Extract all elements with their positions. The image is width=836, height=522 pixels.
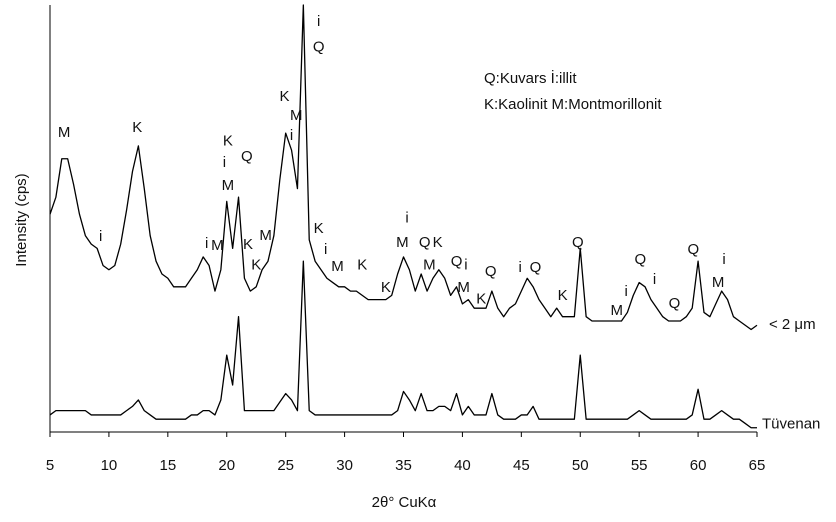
y-axis-label: Intensity (cps) (13, 173, 30, 266)
peak-label: Q (635, 251, 647, 268)
x-tick-label: 50 (572, 457, 589, 474)
peak-label: i (223, 154, 226, 171)
peak-label: M (290, 107, 303, 124)
x-tick-label: 55 (631, 457, 648, 474)
peak-label: M (259, 227, 272, 244)
x-tick-label: 20 (218, 457, 235, 474)
peak-label: Q (669, 295, 681, 312)
x-tick-label: 45 (513, 457, 530, 474)
peak-label: Q (419, 234, 431, 251)
series-label: < 2 μm (769, 316, 816, 333)
peak-label: Q (451, 253, 463, 270)
peak-label: K (558, 287, 568, 304)
peak-label: M (331, 258, 344, 275)
peak-label: K (357, 256, 367, 273)
peak-label: i (625, 283, 628, 300)
x-tick-label: 30 (336, 457, 353, 474)
series-line (49, 260, 757, 429)
peak-label: M (222, 177, 235, 194)
x-axis-label: 2θ° CuKα (372, 494, 437, 511)
peak-label: K (223, 133, 233, 150)
peak-label: i (324, 241, 327, 258)
x-tick-label: 10 (101, 457, 118, 474)
peak-label: M (423, 256, 436, 273)
peak-label: M (712, 274, 725, 291)
peak-label: K (279, 88, 289, 105)
series-line (49, 4, 758, 331)
key-line: Q:Kuvars İ:illit (484, 69, 577, 87)
x-tick-label: 25 (277, 457, 294, 474)
x-tick-label: 15 (159, 457, 176, 474)
series-label: Tüvenan (762, 416, 820, 433)
peak-label: i (464, 256, 467, 273)
peak-label: Q (688, 241, 700, 258)
peak-label: M (211, 237, 224, 254)
peak-label: M (58, 124, 71, 141)
key-line: K:Kaolinit M:Montmorillonit (484, 96, 662, 113)
x-tick-label: 65 (749, 457, 766, 474)
x-tick-label: 40 (454, 457, 471, 474)
peak-label: Q (485, 263, 497, 280)
peak-label: Q (572, 234, 584, 251)
x-tick-label: 5 (46, 457, 54, 474)
x-tick-label: 35 (395, 457, 412, 474)
x-tick-label: 60 (690, 457, 707, 474)
peak-label: K (132, 119, 142, 136)
peak-label: K (476, 291, 486, 308)
peak-label: K (251, 256, 261, 273)
peak-label: i (290, 127, 293, 144)
peak-label: i (405, 209, 408, 226)
peak-label: M (457, 279, 470, 296)
peak-label: Q (530, 259, 542, 276)
peak-label: K (381, 279, 391, 296)
peak-label: i (205, 235, 208, 252)
peak-label: M (396, 234, 409, 251)
peak-label: M (611, 302, 624, 319)
peak-label: K (433, 234, 443, 251)
peak-label: i (317, 13, 320, 30)
peak-label: i (653, 271, 656, 288)
peak-label: i (518, 259, 521, 276)
peak-label: K (243, 236, 253, 253)
peak-label: Q (313, 39, 325, 56)
peak-label: i (722, 251, 725, 268)
peak-label: K (314, 220, 324, 237)
peak-label: i (99, 228, 102, 245)
peak-label: Q (241, 148, 253, 165)
